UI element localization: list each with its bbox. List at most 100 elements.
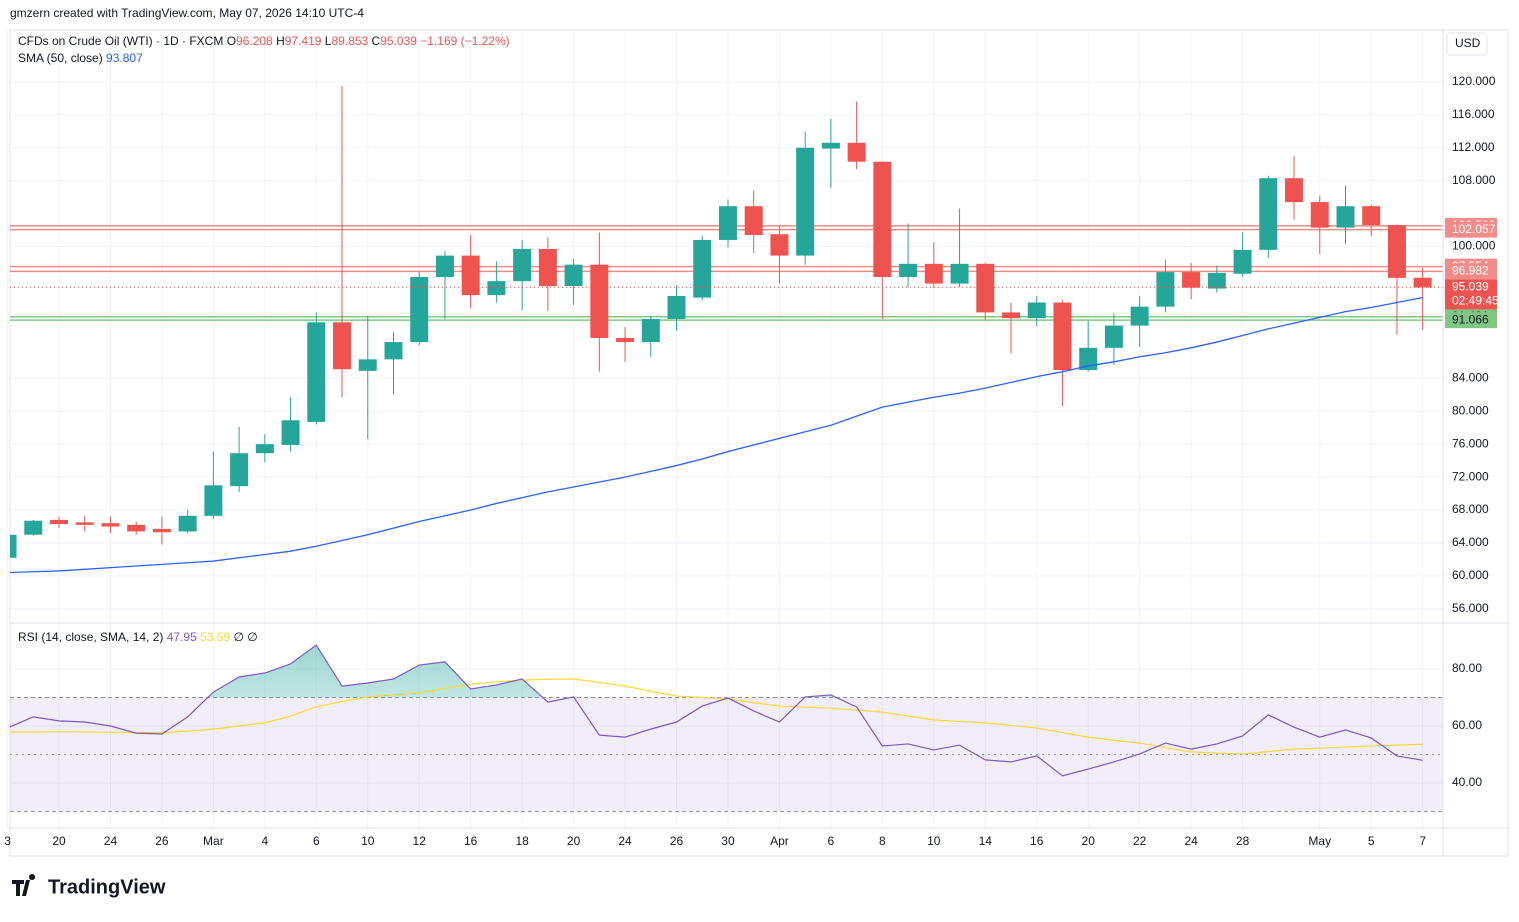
- candle-body: [1310, 202, 1329, 228]
- legend-ohlc-key: H: [276, 34, 285, 48]
- candle-body: [281, 420, 300, 445]
- level-axis-label: 91.066: [1452, 312, 1489, 326]
- logo-text: TradingView: [48, 876, 166, 898]
- candle-body: [1336, 206, 1355, 228]
- level-axis-label: 96.982: [1452, 264, 1489, 278]
- logo-icon: [12, 874, 36, 896]
- legend-row: RSI (14, close, SMA, 14, 2) 47.95 53.59 …: [18, 630, 258, 644]
- x-tick-label: 5: [1368, 834, 1375, 848]
- last-price-label: 95.039: [1452, 280, 1489, 294]
- candle-body: [693, 239, 712, 298]
- x-tick-label: 24: [1184, 834, 1198, 848]
- y-tick-label: 60.00: [1452, 718, 1482, 732]
- legend-sma-value: 93.807: [106, 51, 143, 65]
- legend-rsi-value: 47.95: [167, 630, 197, 644]
- x-tick-label: 6: [313, 834, 320, 848]
- y-tick-label: 80.000: [1452, 403, 1489, 417]
- candle-body: [384, 342, 403, 360]
- candle-body: [307, 322, 326, 422]
- y-tick-label: 116.000: [1452, 107, 1495, 121]
- y-tick-label: 72.000: [1452, 469, 1489, 483]
- candle-body: [847, 142, 866, 162]
- candle-body: [796, 147, 815, 256]
- legend-ohlc-key: O: [227, 34, 236, 48]
- y-tick-label: 76.000: [1452, 436, 1489, 450]
- candle-body: [152, 528, 171, 533]
- x-tick-label: 26: [670, 834, 684, 848]
- logo: TradingView: [12, 874, 166, 898]
- candle-body: [204, 485, 223, 516]
- candle-body: [667, 295, 686, 320]
- candle-body: [1182, 272, 1201, 288]
- candle-body: [770, 234, 789, 256]
- x-tick-label: Mar: [203, 834, 224, 848]
- x-tick-label: 3: [4, 834, 11, 848]
- candle-body: [1156, 272, 1175, 307]
- x-tick-label: May: [1308, 834, 1331, 848]
- candle-body: [10, 534, 17, 558]
- rsi-overbought-fill: [10, 645, 1423, 698]
- legend-row: CFDs on Crude Oil (WTI) · 1D · FXCM O96.…: [18, 34, 510, 48]
- legend-rsi-name: RSI (14, close, SMA, 14, 2): [18, 630, 163, 644]
- candle-body: [127, 524, 146, 532]
- candle-body: [821, 142, 840, 149]
- x-tick-label: 24: [618, 834, 632, 848]
- x-tick-label: 26: [155, 834, 169, 848]
- x-tick-label: Apr: [770, 834, 789, 848]
- candle-body: [1233, 249, 1252, 274]
- candle-body: [230, 453, 249, 487]
- candle-body: [718, 206, 737, 240]
- legend-sma-name: SMA (50, close): [18, 51, 103, 65]
- attribution: gmzern created with TradingView.com, May…: [10, 6, 364, 20]
- candle-body: [333, 322, 352, 370]
- candle-body: [1104, 325, 1123, 348]
- y-tick-label: 112.000: [1452, 140, 1495, 154]
- currency-button[interactable]: [1446, 32, 1488, 56]
- legend-title: CFDs on Crude Oil (WTI) · 1D · FXCM: [18, 34, 223, 48]
- currency[interactable]: USD: [1455, 36, 1481, 50]
- x-tick-label: 8: [879, 834, 886, 848]
- y-tick-label: 40.00: [1452, 775, 1482, 789]
- candle-body: [50, 519, 68, 525]
- candle-body: [616, 337, 635, 343]
- candle-body: [641, 319, 660, 343]
- candle-body: [538, 249, 557, 287]
- legend-rsi-extra: ∅ ∅: [233, 630, 257, 644]
- candle-body: [410, 277, 429, 343]
- x-tick-label: 10: [361, 834, 375, 848]
- candle-body: [358, 359, 377, 371]
- x-tick-label: 14: [979, 834, 993, 848]
- candle-body: [178, 515, 197, 532]
- candle-body: [255, 444, 274, 454]
- candle-body: [1027, 302, 1046, 319]
- legend-change: −1.169 (−1.22%): [420, 34, 509, 48]
- y-tick-label: 80.00: [1452, 661, 1482, 675]
- candle-body: [873, 161, 892, 278]
- candle-body: [1285, 178, 1304, 203]
- candle-body: [899, 263, 918, 278]
- candle-body: [1002, 312, 1021, 319]
- x-tick-label: 20: [1082, 834, 1096, 848]
- legend-ohlc-value: 89.853: [331, 34, 368, 48]
- candle-body: [487, 281, 506, 296]
- chart-frame: [9, 29, 1509, 857]
- x-tick-label: 18: [515, 834, 529, 848]
- x-tick-label: 7: [1419, 834, 1426, 848]
- candle-body: [1207, 272, 1226, 289]
- x-tick-label: 12: [413, 834, 427, 848]
- level-axis-box: [1445, 312, 1497, 329]
- candle-body: [1413, 277, 1432, 288]
- y-tick-label: 100.000: [1452, 239, 1496, 253]
- candle-body: [590, 264, 609, 338]
- x-tick-label: 10: [927, 834, 941, 848]
- y-tick-label: 56.000: [1452, 601, 1489, 615]
- level-axis-box: [1445, 221, 1497, 238]
- legend-rsi-sma-value: 53.59: [200, 630, 230, 644]
- candle-body: [75, 522, 94, 525]
- y-tick-label: 64.000: [1452, 535, 1489, 549]
- legend-ohlc-value: 95.039: [380, 34, 417, 48]
- x-tick-label: 28: [1236, 834, 1250, 848]
- x-tick-label: 20: [52, 834, 66, 848]
- rsi-sma-line: [10, 678, 1423, 755]
